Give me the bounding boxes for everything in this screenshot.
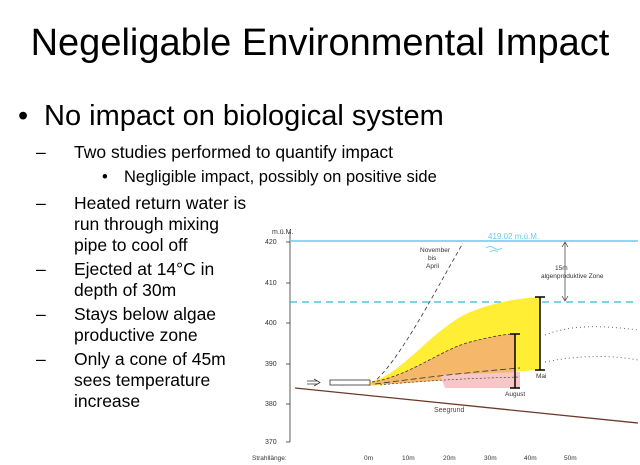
dash-glyph: –: [36, 142, 46, 162]
y-unit-label: m.ü.M.: [272, 229, 293, 236]
november-curve: [371, 242, 464, 385]
sub-bullet-text: Two studies performed to quantify impact: [74, 142, 394, 162]
x-tick-label: 40m: [524, 455, 537, 462]
outlet-pipe: [329, 379, 371, 386]
x-tick-label: 20m: [443, 455, 456, 462]
sub-bullet-line: run through mixing: [74, 214, 219, 234]
y-tick-label: 380: [265, 401, 277, 408]
dotted-curve: [544, 326, 639, 336]
slide-title: Negeligable Environmental Impact: [30, 22, 610, 64]
plume-diagram: m.ü.M. 420 410 400 390 380 370 419.02 m.…: [252, 229, 639, 462]
y-tick-label: 400: [265, 320, 277, 327]
zone-name-label: algenproduktive Zone: [541, 273, 604, 280]
sub-bullet-line: Only a cone of 45m: [74, 349, 226, 369]
y-tick-label: 410: [265, 280, 277, 287]
sub-bullet-line: Heated return water is: [74, 193, 247, 213]
sub-bullet-line: productive zone: [74, 325, 198, 345]
main-bullet: • No impact on biological system: [18, 100, 444, 133]
dash-glyph: –: [36, 304, 46, 324]
x-tick-label: 30m: [484, 455, 497, 462]
x-tick-label: 50m: [564, 455, 577, 462]
x-tick-label: 10m: [402, 455, 415, 462]
august-label: August: [505, 391, 525, 398]
x-axis-label: Strahllänge:: [252, 455, 287, 462]
bullet-glyph: •: [102, 168, 108, 186]
bullet-glyph: •: [18, 100, 29, 132]
main-bullet-text: No impact on biological system: [44, 100, 444, 132]
y-tick-label: 420: [265, 239, 277, 246]
seegrund-label: Seegrund: [434, 407, 464, 414]
dash-glyph: –: [36, 193, 46, 213]
sub-bullet-line: pipe to cool off: [74, 235, 188, 255]
y-tick-label: 390: [265, 361, 277, 368]
plume-august: [372, 334, 515, 385]
dotted-curve: [544, 356, 639, 363]
water-wave-icon: [485, 246, 503, 253]
surface-level-label: 419.02 m.ü.M.: [488, 232, 539, 241]
november-label: November: [420, 247, 451, 254]
mai-label: Mai: [536, 373, 546, 380]
zone-depth-label: 15m: [555, 265, 568, 272]
sub-sub-bullet: • Negligible impact, possibly on positive…: [102, 168, 437, 187]
november-label: bis: [428, 255, 437, 262]
sub-bullet-line: sees temperature: [74, 370, 211, 390]
flow-arrow-icon: [307, 378, 321, 387]
plume-lower: [440, 372, 520, 388]
x-tick-label: 0m: [364, 455, 373, 462]
sub-bullet-line: Ejected at 14°C in: [74, 259, 215, 279]
y-tick-label: 370: [265, 439, 277, 446]
sub-sub-bullet-text: Negligible impact, possibly on positive …: [124, 168, 437, 186]
lake-bottom-line: [294, 387, 639, 424]
november-label: April: [426, 263, 440, 270]
sub-bullet-line: increase: [74, 391, 141, 411]
sub-bullet-line: Stays below algae: [74, 304, 217, 324]
sub-bullet-line: depth of 30m: [74, 280, 177, 300]
dash-glyph: –: [36, 349, 46, 369]
dash-glyph: –: [36, 259, 46, 279]
